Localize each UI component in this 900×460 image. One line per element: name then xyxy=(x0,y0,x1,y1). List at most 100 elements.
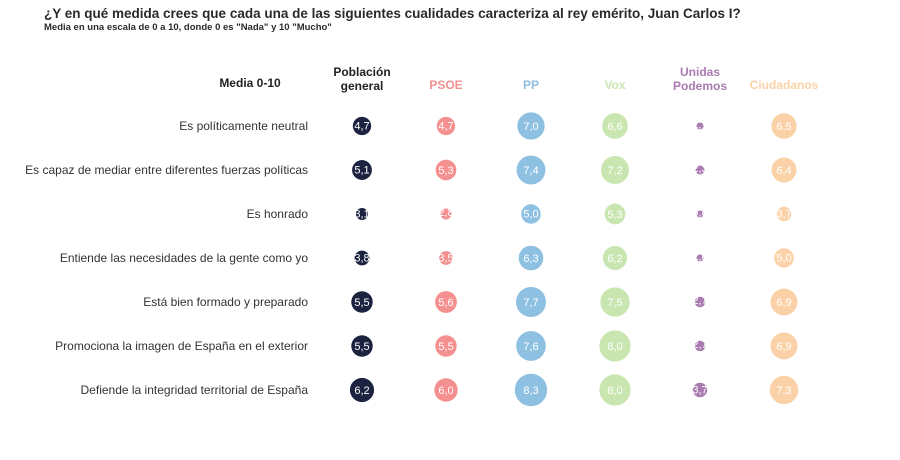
value-label: 8,0 xyxy=(607,341,622,353)
value-bubble xyxy=(695,165,705,175)
value-label: 5,5 xyxy=(354,297,369,309)
value-bubble xyxy=(771,113,797,139)
value-label: 5,0 xyxy=(523,208,538,220)
value-bubble xyxy=(769,375,799,405)
value-bubble xyxy=(599,374,631,406)
value-label: 5,3 xyxy=(607,209,622,221)
value-bubble xyxy=(521,204,541,224)
value-label: 8,0 xyxy=(607,385,622,397)
row-label: Es honrado xyxy=(247,207,309,221)
value-label: 7,6 xyxy=(523,341,538,353)
value-bubble xyxy=(514,373,548,407)
value-label: 5,5 xyxy=(438,341,453,353)
row-label: Promociona la imagen de España en el ext… xyxy=(55,339,308,353)
value-label: 7,0 xyxy=(523,121,538,133)
value-label: 4,7 xyxy=(354,120,369,132)
value-label: 2,7 xyxy=(692,295,707,307)
value-label: 7,3 xyxy=(776,385,791,397)
value-label: 4,7 xyxy=(438,120,453,132)
value-bubble xyxy=(600,287,630,317)
value-bubble xyxy=(771,157,797,183)
value-bubble xyxy=(696,122,704,130)
value-bubble xyxy=(354,250,370,266)
value-bubble xyxy=(436,116,456,136)
row-label: Es políticamente neutral xyxy=(179,119,308,133)
value-bubble xyxy=(352,160,372,180)
value-label: 6,5 xyxy=(776,121,791,133)
column-header: Vox xyxy=(604,78,625,92)
value-label: 6,0 xyxy=(438,385,453,397)
value-label: 5,0 xyxy=(776,252,791,264)
value-bubble xyxy=(692,382,708,398)
column-header: Unidas Podemos xyxy=(673,65,727,93)
value-label: 6,9 xyxy=(776,297,791,309)
value-label: 6,3 xyxy=(523,253,538,265)
value-bubble xyxy=(776,206,792,222)
value-bubble xyxy=(517,112,545,140)
value-bubble xyxy=(439,251,453,265)
value-bubble xyxy=(355,207,369,221)
value-label: 7,2 xyxy=(607,165,622,177)
value-label: 5,5 xyxy=(354,341,369,353)
value-bubble xyxy=(435,291,457,313)
value-label: 5,1 xyxy=(354,164,369,176)
value-bubble xyxy=(770,288,798,316)
value-label: 7,4 xyxy=(523,165,538,177)
value-bubble xyxy=(349,377,375,403)
value-label: 8,3 xyxy=(523,385,538,397)
value-label: 1,7 xyxy=(692,119,707,131)
row-label: Está bien formado y preparado xyxy=(143,295,308,309)
value-bubble xyxy=(602,245,628,271)
value-bubble xyxy=(518,245,544,271)
value-label: 6,6 xyxy=(607,121,622,133)
column-header: Ciudadanos xyxy=(750,78,819,92)
value-label: 5,3 xyxy=(438,165,453,177)
value-bubble xyxy=(516,155,546,185)
value-bubble xyxy=(600,155,630,185)
value-bubble xyxy=(515,286,547,318)
value-bubble xyxy=(440,208,452,220)
value-label: 0,8 xyxy=(692,207,707,219)
value-bubble xyxy=(602,113,628,139)
column-header: PP xyxy=(523,78,539,92)
value-label: 3,5 xyxy=(438,252,453,264)
column-header: PSOE xyxy=(429,78,462,92)
value-bubble xyxy=(435,335,457,357)
value-bubble xyxy=(694,296,706,308)
value-label: 2,7 xyxy=(692,339,707,351)
value-bubble xyxy=(696,210,704,218)
value-label: 2,3 xyxy=(692,163,707,175)
value-label: 6,4 xyxy=(776,165,791,177)
value-bubble xyxy=(351,335,373,357)
value-bubble xyxy=(696,254,704,262)
value-label: 2,8 xyxy=(438,207,453,219)
row-label: Es capaz de mediar entre diferentes fuer… xyxy=(25,163,308,177)
value-label: 5,6 xyxy=(438,297,453,309)
value-bubble xyxy=(435,159,457,181)
value-bubble xyxy=(434,378,458,402)
corner-label: Media 0-10 xyxy=(219,76,281,90)
value-label: 6,2 xyxy=(607,253,622,265)
value-label: 3,8 xyxy=(354,252,369,264)
value-bubble xyxy=(774,248,794,268)
value-bubble xyxy=(351,291,373,313)
value-label: 1,0 xyxy=(692,251,707,263)
value-bubble xyxy=(352,116,372,136)
row-label: Defiende la integridad territorial de Es… xyxy=(81,383,309,397)
value-label: 7,5 xyxy=(607,297,622,309)
value-bubble xyxy=(770,332,798,360)
value-label: 3,7 xyxy=(692,384,707,396)
column-header: Población general xyxy=(333,65,390,93)
value-bubble xyxy=(516,331,546,361)
value-bubble xyxy=(599,330,631,362)
value-bubble xyxy=(604,203,626,225)
row-label: Entiende las necesidades de la gente com… xyxy=(60,251,308,265)
chart-subtitle: Media en una escala de 0 a 10, donde 0 e… xyxy=(44,22,332,33)
value-label: 6,2 xyxy=(354,385,369,397)
value-label: 6,9 xyxy=(776,341,791,353)
value-label: 3,7 xyxy=(776,208,791,220)
value-label: 7,7 xyxy=(523,297,538,309)
value-label: 3,1 xyxy=(354,208,369,220)
chart-title: ¿Y en qué medida crees que cada una de l… xyxy=(44,6,741,21)
